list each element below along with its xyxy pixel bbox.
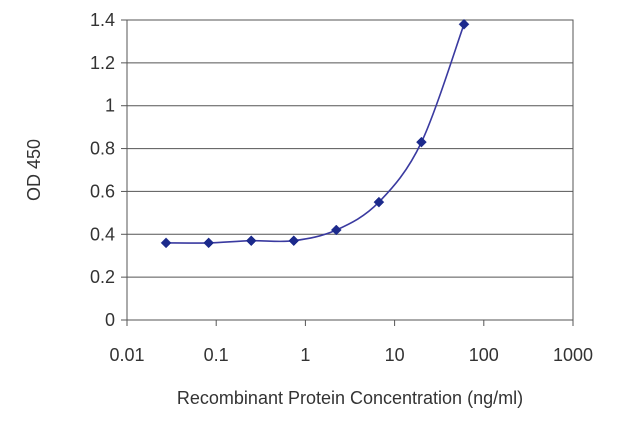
data-point bbox=[458, 18, 470, 30]
data-point bbox=[330, 224, 342, 236]
y-tick-label: 1.4 bbox=[90, 10, 115, 30]
x-tick-label: 100 bbox=[469, 345, 499, 365]
series-line bbox=[165, 24, 465, 244]
grid-lines bbox=[127, 19, 573, 321]
x-tick-label: 10 bbox=[385, 345, 405, 365]
y-tick-label: 0.2 bbox=[90, 267, 115, 287]
y-tick-label: 1 bbox=[105, 96, 115, 116]
x-tick-label: 0.1 bbox=[204, 345, 229, 365]
series-layer bbox=[160, 18, 470, 249]
plot-frame bbox=[126, 19, 574, 321]
y-tick-label: 0 bbox=[105, 310, 115, 330]
data-point bbox=[373, 196, 385, 208]
x-tick-label: 1000 bbox=[553, 345, 593, 365]
data-point bbox=[416, 136, 427, 148]
x-axis-title: Recombinant Protein Concentration (ng/ml… bbox=[177, 388, 523, 408]
x-tick-label: 1 bbox=[300, 345, 310, 365]
x-axis-ticks: 0.01 0.1 1 10 100 1000 bbox=[109, 320, 593, 365]
x-tick-label: 0.01 bbox=[109, 345, 144, 365]
y-tick-label: 0.4 bbox=[90, 224, 115, 244]
data-point bbox=[160, 237, 172, 249]
y-tick-label: 0.6 bbox=[90, 181, 115, 201]
data-point bbox=[245, 235, 257, 247]
y-axis-title: OD 450 bbox=[24, 139, 44, 201]
data-point bbox=[203, 237, 215, 249]
y-axis-ticks: 0 0.2 0.4 0.6 0.8 1 1.2 1.4 bbox=[90, 10, 127, 330]
y-tick-label: 1.2 bbox=[90, 53, 115, 73]
y-tick-label: 0.8 bbox=[90, 139, 115, 159]
data-point bbox=[288, 235, 300, 247]
